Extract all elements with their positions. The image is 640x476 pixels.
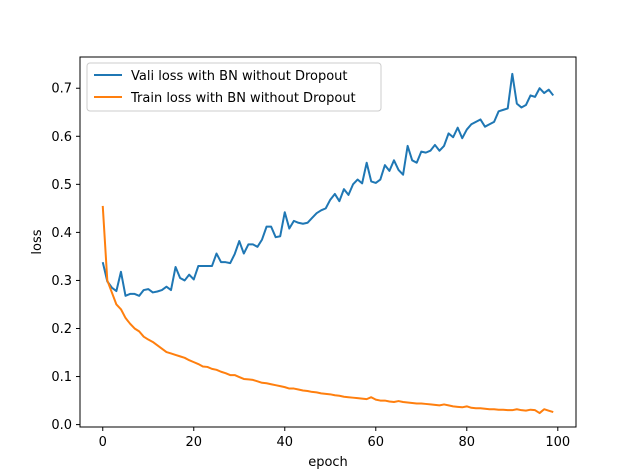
y-tick-label: 0.6: [51, 130, 72, 145]
x-tick-label: 20: [185, 435, 202, 450]
x-tick-label: 80: [459, 435, 476, 450]
plot-area: [80, 57, 576, 427]
y-tick-label: 0.1: [51, 370, 72, 385]
x-tick-label: 0: [99, 435, 107, 450]
x-tick-label: 40: [276, 435, 293, 450]
x-tick-label: 60: [368, 435, 385, 450]
x-tick-label: 100: [545, 435, 570, 450]
legend-label-vali: Vali loss with BN without Dropout: [131, 69, 348, 84]
y-tick-label: 0.7: [51, 82, 72, 97]
y-tick-label: 0.0: [51, 418, 72, 433]
y-tick-label: 0.4: [51, 226, 72, 241]
y-axis-title: loss: [30, 229, 45, 254]
y-tick-label: 0.2: [51, 322, 72, 337]
y-tick-label: 0.3: [51, 274, 72, 289]
y-tick-label: 0.5: [51, 178, 72, 193]
legend: Vali loss with BN without Dropout Train …: [87, 63, 381, 111]
x-axis-title: epoch: [308, 455, 348, 470]
legend-label-train: Train loss with BN without Dropout: [130, 91, 356, 106]
